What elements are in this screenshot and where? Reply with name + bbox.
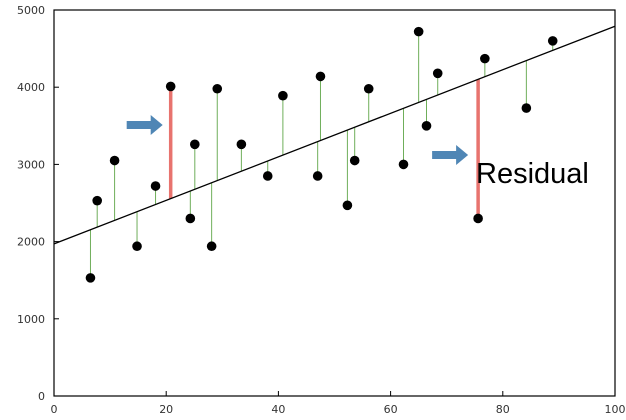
- annotation-arrows: [126, 115, 469, 165]
- y-tick-label: 0: [38, 390, 45, 403]
- y-tick-label: 1000: [17, 313, 45, 326]
- data-point: [206, 241, 217, 252]
- data-point: [398, 159, 409, 170]
- y-tick-label: 3000: [17, 158, 45, 171]
- plot-frame: [53, 9, 616, 397]
- x-tick-label: 40: [271, 403, 285, 416]
- data-point: [132, 241, 142, 252]
- data-point: [109, 155, 120, 166]
- data-point: [480, 53, 490, 64]
- data-point: [473, 213, 483, 224]
- data-point: [150, 181, 161, 191]
- data-point: [315, 71, 326, 82]
- arrow-icon: [432, 145, 469, 165]
- data-point: [342, 200, 353, 211]
- data-point: [312, 171, 323, 181]
- data-point: [92, 195, 102, 206]
- y-tick-label: 5000: [17, 4, 45, 17]
- data-point: [165, 81, 176, 92]
- y-tick-label: 2000: [17, 236, 45, 249]
- data-point: [278, 90, 288, 101]
- y-axis-ticks: 0 1000 2000 3000 4000 5000: [17, 4, 59, 403]
- data-point: [85, 273, 96, 283]
- data-point: [212, 83, 223, 94]
- data-point: [413, 26, 424, 37]
- data-point: [349, 155, 360, 166]
- x-tick-label: 80: [496, 403, 510, 416]
- data-point: [363, 83, 374, 94]
- residual-annotation-label: Residual: [476, 158, 589, 190]
- x-tick-label: 60: [384, 403, 398, 416]
- highlighted-residuals: [168, 79, 480, 219]
- x-axis-ticks: 0 20 40 60 80 100: [51, 391, 626, 416]
- x-tick-label: 20: [159, 403, 173, 416]
- data-point: [185, 213, 196, 224]
- data-point: [190, 139, 200, 150]
- x-tick-label: 0: [51, 403, 58, 416]
- data-point: [236, 139, 247, 150]
- data-points: [85, 26, 558, 283]
- data-point: [262, 171, 273, 181]
- regression-line: [53, 25, 616, 245]
- arrow-icon: [126, 115, 163, 135]
- data-point: [521, 103, 532, 113]
- y-tick-label: 4000: [17, 81, 45, 94]
- x-tick-label: 100: [605, 403, 626, 416]
- data-point: [547, 36, 558, 46]
- data-point: [421, 121, 432, 131]
- data-point: [432, 68, 443, 79]
- residual-lines: [89, 31, 554, 278]
